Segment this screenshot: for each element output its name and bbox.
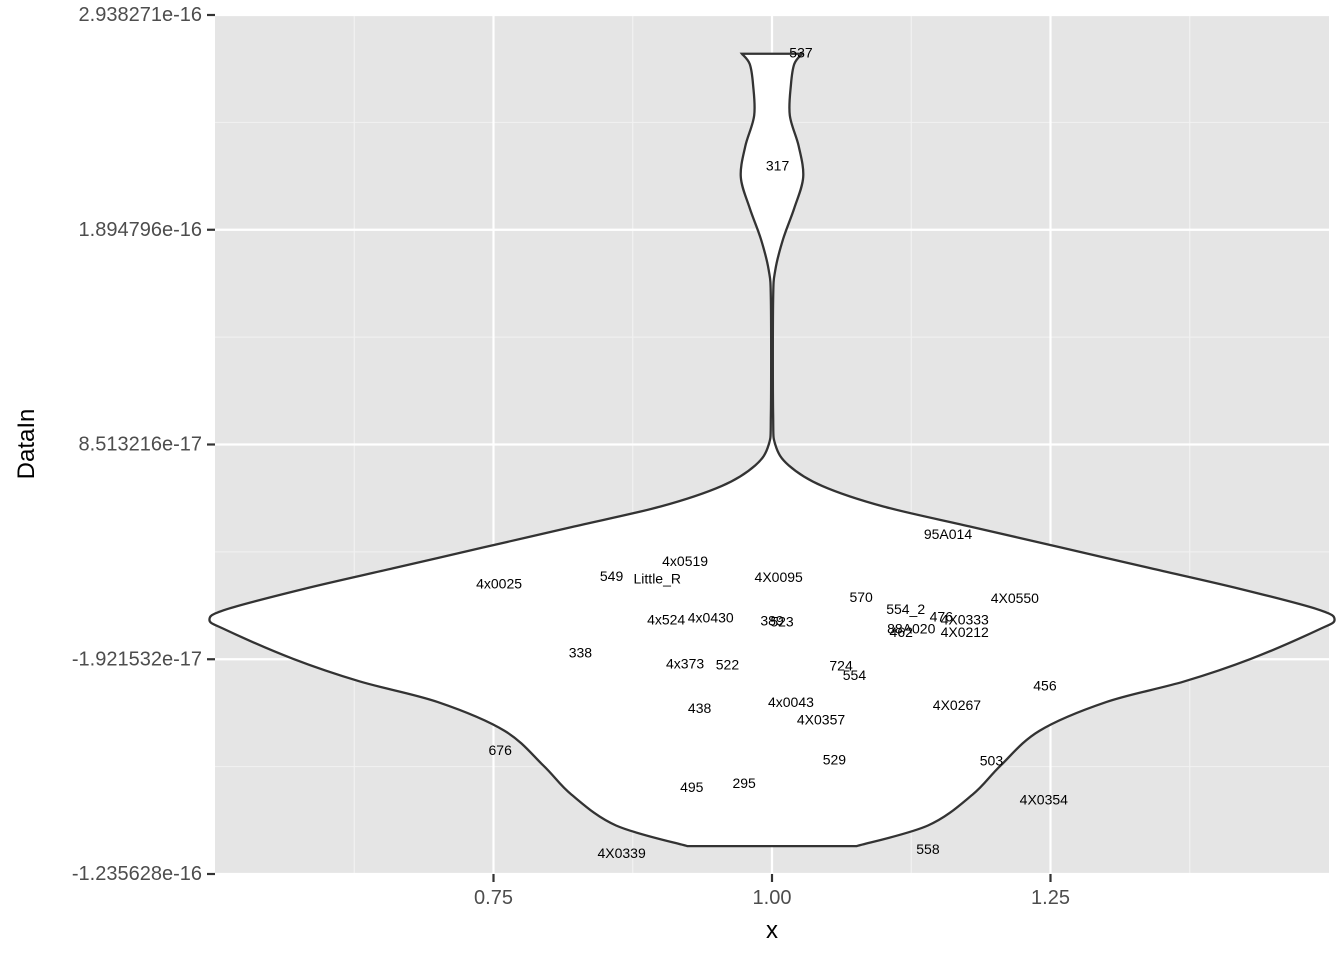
point-label: 317 [766,158,790,174]
point-label: 676 [489,742,513,758]
point-label: 4X0354 [1020,792,1068,808]
point-label: 4x524 [647,611,685,627]
point-label: 549 [600,568,624,584]
point-label: 456 [1033,677,1057,693]
point-label: 4X0339 [597,845,645,861]
violin-shape [208,52,1336,848]
point-label: 389 [760,612,784,628]
point-labels: 537 317 95A014 4x0519 549 Little_R 4X0095 4x002… [476,44,1068,861]
point-label: 522 [716,657,740,673]
point-label: 4x0430 [688,609,734,625]
point-label: 554_2 [886,601,925,617]
point-label: 95A014 [924,526,972,542]
point-label: 554 [843,667,867,683]
y-tick-label: 2.938271e-16 [79,4,202,26]
y-axis-title: DataIn [13,409,40,480]
point-label: 295 [732,775,756,791]
point-label: 4X0550 [991,590,1039,606]
point-label: 4X0212 [941,624,989,640]
point-label: 476 [930,608,954,624]
point-label: 529 [823,751,847,767]
y-axis: -1.235628e-16 -1.921532e-17 8.513216e-17 1.… [72,4,215,885]
point-label: 570 [849,589,873,605]
point-label: 4X0267 [933,697,981,713]
y-tick-label: -1.235628e-16 [72,863,202,885]
y-tick-label: 8.513216e-17 [79,433,202,455]
point-label: 724 [829,658,853,674]
point-label: 4x0043 [768,694,814,710]
point-label: 4x0025 [476,575,522,591]
y-tick-label: -1.921532e-17 [72,648,202,670]
point-label: 462 [890,624,914,640]
point-label: 537 [789,44,813,60]
y-tick-label: 1.894796e-16 [79,219,202,241]
x-tick-label: 1.00 [753,887,792,909]
x-tick-label: 1.25 [1031,887,1070,909]
point-label: 4x0519 [662,553,708,569]
point-label: 523 [770,613,794,629]
point-label: 88A020 [887,621,935,637]
x-tick-label: 0.75 [474,887,513,909]
x-axis: 0.75 1.00 1.25 [474,874,1070,909]
point-label: 438 [688,700,712,716]
point-label: 4X0357 [797,711,845,727]
point-label: 338 [569,644,593,660]
point-label: 495 [680,779,704,795]
point-label: 4x373 [666,656,704,672]
point-label: 4X0333 [941,611,989,627]
x-axis-title: x [766,917,778,944]
point-label: 558 [916,841,940,857]
point-label: Little_R [634,570,681,586]
point-label: 503 [980,752,1004,768]
point-label: 4X0095 [755,569,803,585]
